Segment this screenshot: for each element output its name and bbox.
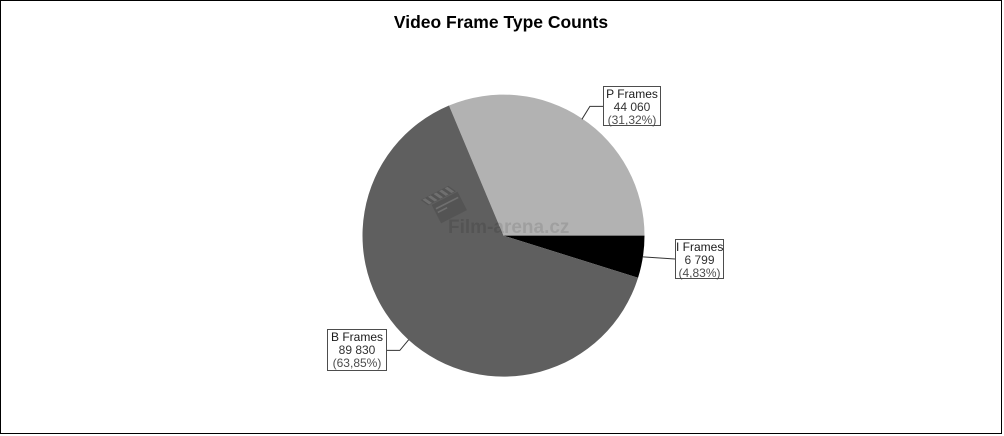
svg-text:Film-arena.cz: Film-arena.cz [448, 217, 569, 238]
